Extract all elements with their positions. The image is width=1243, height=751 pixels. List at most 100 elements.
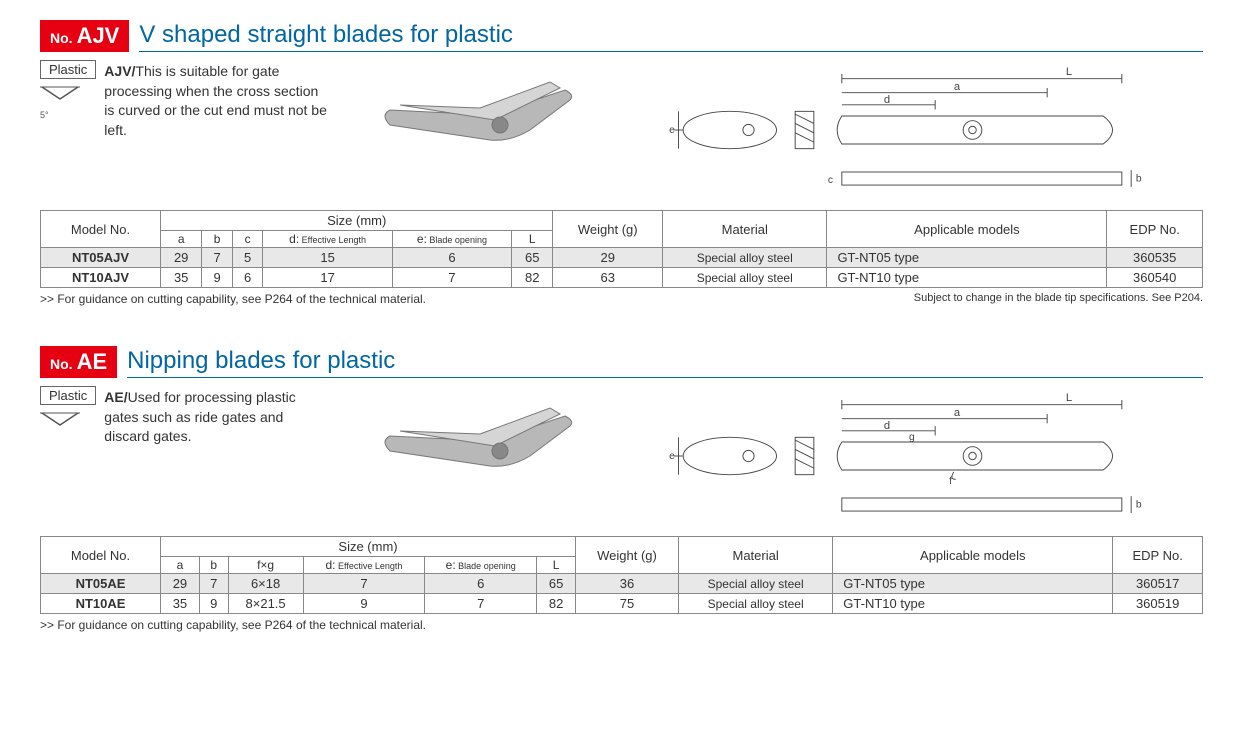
col-material: Material (678, 537, 832, 574)
table-row: NT10AJV 35 9 6 17 7 82 63 Special alloy … (41, 268, 1203, 288)
product-section: No. AE Nipping blades for plastic Plasti… (40, 346, 1203, 632)
cell-L: 65 (512, 248, 553, 268)
svg-text:L: L (1066, 66, 1072, 78)
col-model: Model No. (41, 211, 161, 248)
cell-edp: 360540 (1107, 268, 1203, 288)
cell-e: 7 (425, 594, 537, 614)
cell-e: 7 (392, 268, 511, 288)
cell-weight: 36 (576, 574, 679, 594)
cell-model: NT10AE (41, 594, 161, 614)
sub-col: c (232, 231, 262, 248)
plastic-tag: Plastic (40, 386, 96, 405)
col-edp: EDP No. (1113, 537, 1203, 574)
sub-col: a (161, 557, 200, 574)
sub-col: f×g (228, 557, 303, 574)
spec-table: Model No. Size (mm) Weight (g) Material … (40, 210, 1203, 288)
badge-no-label: No. (50, 356, 73, 372)
cut-profile-icon (40, 409, 80, 429)
col-size: Size (mm) (161, 537, 576, 557)
cell-a: 29 (161, 574, 200, 594)
dimension-drawing: e L a d g (630, 386, 1203, 526)
col-weight: Weight (g) (553, 211, 663, 248)
svg-text:c: c (828, 175, 833, 186)
cell-d: 7 (303, 574, 425, 594)
badge-no-label: No. (50, 30, 73, 46)
cut-profile-icon (40, 83, 80, 103)
cell-b: 9 (202, 268, 232, 288)
col-applicable: Applicable models (827, 211, 1107, 248)
note-left: >> For guidance on cutting capability, s… (40, 292, 426, 306)
note-left: >> For guidance on cutting capability, s… (40, 618, 426, 632)
cell-applicable: GT-NT05 type (827, 248, 1107, 268)
svg-text:d: d (884, 420, 890, 432)
cell-model: NT05AE (41, 574, 161, 594)
sub-col: e: Blade opening (425, 557, 537, 574)
col-applicable: Applicable models (833, 537, 1113, 574)
product-title: Nipping blades for plastic (127, 347, 1203, 378)
product-section: No. AJV V shaped straight blades for pla… (40, 20, 1203, 306)
sub-col: a (161, 231, 202, 248)
svg-text:b: b (1136, 173, 1142, 184)
cell-d: 9 (303, 594, 425, 614)
svg-text:g: g (909, 432, 915, 443)
sub-col: b (199, 557, 228, 574)
badge-code: AJV (77, 23, 120, 49)
cell-L: 82 (512, 268, 553, 288)
cell-d: 15 (263, 248, 392, 268)
cell-material: Special alloy steel (663, 268, 827, 288)
cell-c: 6 (232, 268, 262, 288)
col-model: Model No. (41, 537, 161, 574)
technical-diagram: e L a d g (630, 386, 1203, 526)
table-row: NT05AE 29 7 6×18 7 6 65 36 Special alloy… (41, 574, 1203, 594)
svg-text:L: L (1066, 392, 1072, 404)
spec-table: Model No. Size (mm) Weight (g) Material … (40, 536, 1203, 614)
product-description: AJV/This is suitable for gate processing… (104, 62, 330, 140)
product-title: V shaped straight blades for plastic (139, 21, 1203, 52)
cell-e: 6 (425, 574, 537, 594)
col-edp: EDP No. (1107, 211, 1203, 248)
sub-col: L (512, 231, 553, 248)
cell-a: 35 (161, 594, 200, 614)
cell-material: Special alloy steel (663, 248, 827, 268)
cell-b: 7 (202, 248, 232, 268)
sub-col: d: Effective Length (263, 231, 392, 248)
svg-text:e: e (669, 125, 675, 136)
table-row: NT05AJV 29 7 5 15 6 65 29 Special alloy … (41, 248, 1203, 268)
badge-code: AE (77, 349, 108, 375)
plastic-tag: Plastic (40, 60, 96, 79)
sub-col: d: Effective Length (303, 557, 425, 574)
cell-weight: 63 (553, 268, 663, 288)
product-description: AE/Used for processing plastic gates suc… (104, 388, 330, 447)
cell-applicable: GT-NT10 type (833, 594, 1113, 614)
cell-e: 6 (392, 248, 511, 268)
dimension-drawing: e L a d (630, 60, 1203, 200)
cell-a: 29 (161, 248, 202, 268)
product-photo (350, 60, 610, 190)
col-size: Size (mm) (161, 211, 553, 231)
cell-material: Special alloy steel (678, 594, 832, 614)
product-badge: No. AE (40, 346, 117, 378)
product-badge: No. AJV (40, 20, 129, 52)
technical-diagram: e L a d (630, 60, 1203, 200)
cell-model: NT05AJV (41, 248, 161, 268)
cell-c: 5 (232, 248, 262, 268)
nipper-illustration (350, 60, 610, 190)
svg-text:b: b (1136, 499, 1142, 510)
cell-L: 82 (537, 594, 576, 614)
cell-b: 7 (199, 574, 228, 594)
nipper-illustration (350, 386, 610, 516)
cell-applicable: GT-NT05 type (833, 574, 1113, 594)
svg-text:e: e (669, 451, 675, 462)
cell-edp: 360517 (1113, 574, 1203, 594)
svg-text:d: d (884, 94, 890, 106)
note-right: Subject to change in the blade tip speci… (914, 292, 1203, 306)
cell-edp: 360535 (1107, 248, 1203, 268)
cell-edp: 360519 (1113, 594, 1203, 614)
table-row: NT10AE 35 9 8×21.5 9 7 82 75 Special all… (41, 594, 1203, 614)
cell-weight: 75 (576, 594, 679, 614)
cell-b: 9 (199, 594, 228, 614)
sub-col: e: Blade opening (392, 231, 511, 248)
cell-material: Special alloy steel (678, 574, 832, 594)
cell-a: 35 (161, 268, 202, 288)
sub-col: L (537, 557, 576, 574)
